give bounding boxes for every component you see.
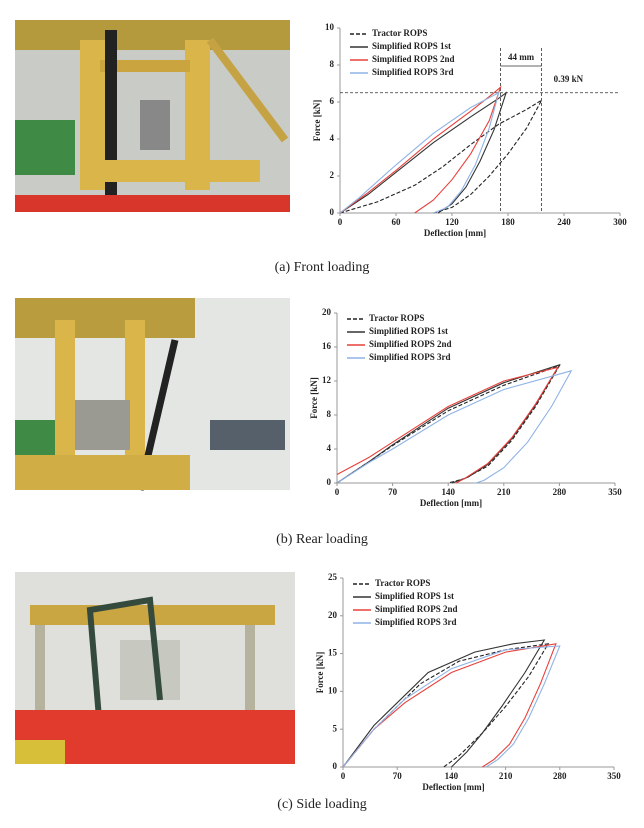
series-line (339, 98, 544, 214)
y-tick-label: 8 (330, 59, 335, 69)
x-tick-label: 240 (557, 217, 571, 227)
y-tick-label: 0 (333, 761, 338, 771)
x-axis-title: Deflection [mm] (422, 782, 484, 792)
x-tick-label: 0 (335, 487, 340, 497)
y-tick-label: 10 (325, 22, 335, 32)
caption: (c) Side loading (277, 797, 366, 812)
annotation: 0.39 kN (554, 74, 584, 84)
series-line (339, 85, 502, 214)
x-tick-label: 210 (497, 487, 511, 497)
y-axis-title: Force [kN] (312, 100, 322, 142)
legend-label: Tractor ROPS (369, 313, 424, 323)
x-tick-label: 70 (388, 487, 398, 497)
x-tick-label: 70 (393, 771, 403, 781)
series-line (342, 643, 550, 768)
y-tick-label: 20 (328, 610, 338, 620)
annotation: 44 mm (508, 52, 535, 62)
photo-rear (15, 298, 290, 491)
legend-label: Simplified ROPS 2nd (369, 339, 452, 349)
y-tick-label: 10 (328, 685, 338, 695)
y-tick-label: 0 (330, 207, 335, 217)
y-axis-title: Force [kN] (309, 377, 319, 419)
y-tick-label: 4 (327, 443, 332, 453)
x-axis-title: Deflection [mm] (424, 228, 486, 238)
y-tick-label: 16 (322, 341, 332, 351)
series-line (336, 369, 573, 484)
x-tick-label: 120 (445, 217, 459, 227)
y-tick-label: 8 (327, 409, 332, 419)
x-tick-label: 350 (607, 771, 621, 781)
legend-label: Tractor ROPS (375, 578, 430, 588)
x-tick-label: 280 (553, 771, 567, 781)
y-tick-label: 4 (330, 133, 335, 143)
series-line (342, 643, 557, 768)
x-tick-label: 0 (341, 771, 346, 781)
x-tick-label: 140 (445, 771, 459, 781)
series-line (339, 91, 508, 214)
series-line (342, 639, 546, 768)
x-tick-label: 140 (441, 487, 455, 497)
legend-label: Simplified ROPS 2nd (372, 54, 455, 64)
series-line (336, 366, 559, 484)
caption: (a) Front loading (275, 260, 370, 275)
legend-label: Simplified ROPS 2nd (375, 604, 458, 614)
legend-label: Simplified ROPS 3rd (372, 67, 454, 77)
y-tick-label: 12 (322, 375, 332, 385)
y-tick-label: 6 (330, 96, 335, 106)
caption: (b) Rear loading (276, 532, 368, 547)
y-tick-label: 25 (328, 572, 338, 582)
y-tick-label: 0 (327, 477, 332, 487)
x-tick-label: 60 (392, 217, 402, 227)
y-tick-label: 20 (322, 307, 332, 317)
legend-label: Simplified ROPS 3rd (375, 617, 457, 627)
y-axis-title: Force [kN] (315, 652, 325, 694)
photo-side (15, 572, 295, 764)
x-tick-label: 280 (553, 487, 567, 497)
legend-label: Simplified ROPS 1st (372, 41, 451, 51)
x-tick-label: 350 (608, 487, 622, 497)
series-line (336, 363, 561, 484)
x-axis-title: Deflection [mm] (420, 498, 482, 508)
x-tick-label: 210 (499, 771, 513, 781)
series-line (342, 645, 561, 768)
legend-label: Simplified ROPS 1st (375, 591, 454, 601)
y-tick-label: 2 (330, 170, 335, 180)
y-tick-label: 5 (333, 723, 338, 733)
x-tick-label: 0 (338, 217, 343, 227)
legend-label: Simplified ROPS 1st (369, 326, 448, 336)
photo-front (15, 20, 290, 212)
legend-label: Simplified ROPS 3rd (369, 352, 451, 362)
y-tick-label: 15 (328, 648, 338, 658)
legend-label: Tractor ROPS (372, 28, 427, 38)
x-tick-label: 180 (501, 217, 515, 227)
series-line (339, 91, 500, 214)
x-tick-label: 300 (613, 217, 627, 227)
